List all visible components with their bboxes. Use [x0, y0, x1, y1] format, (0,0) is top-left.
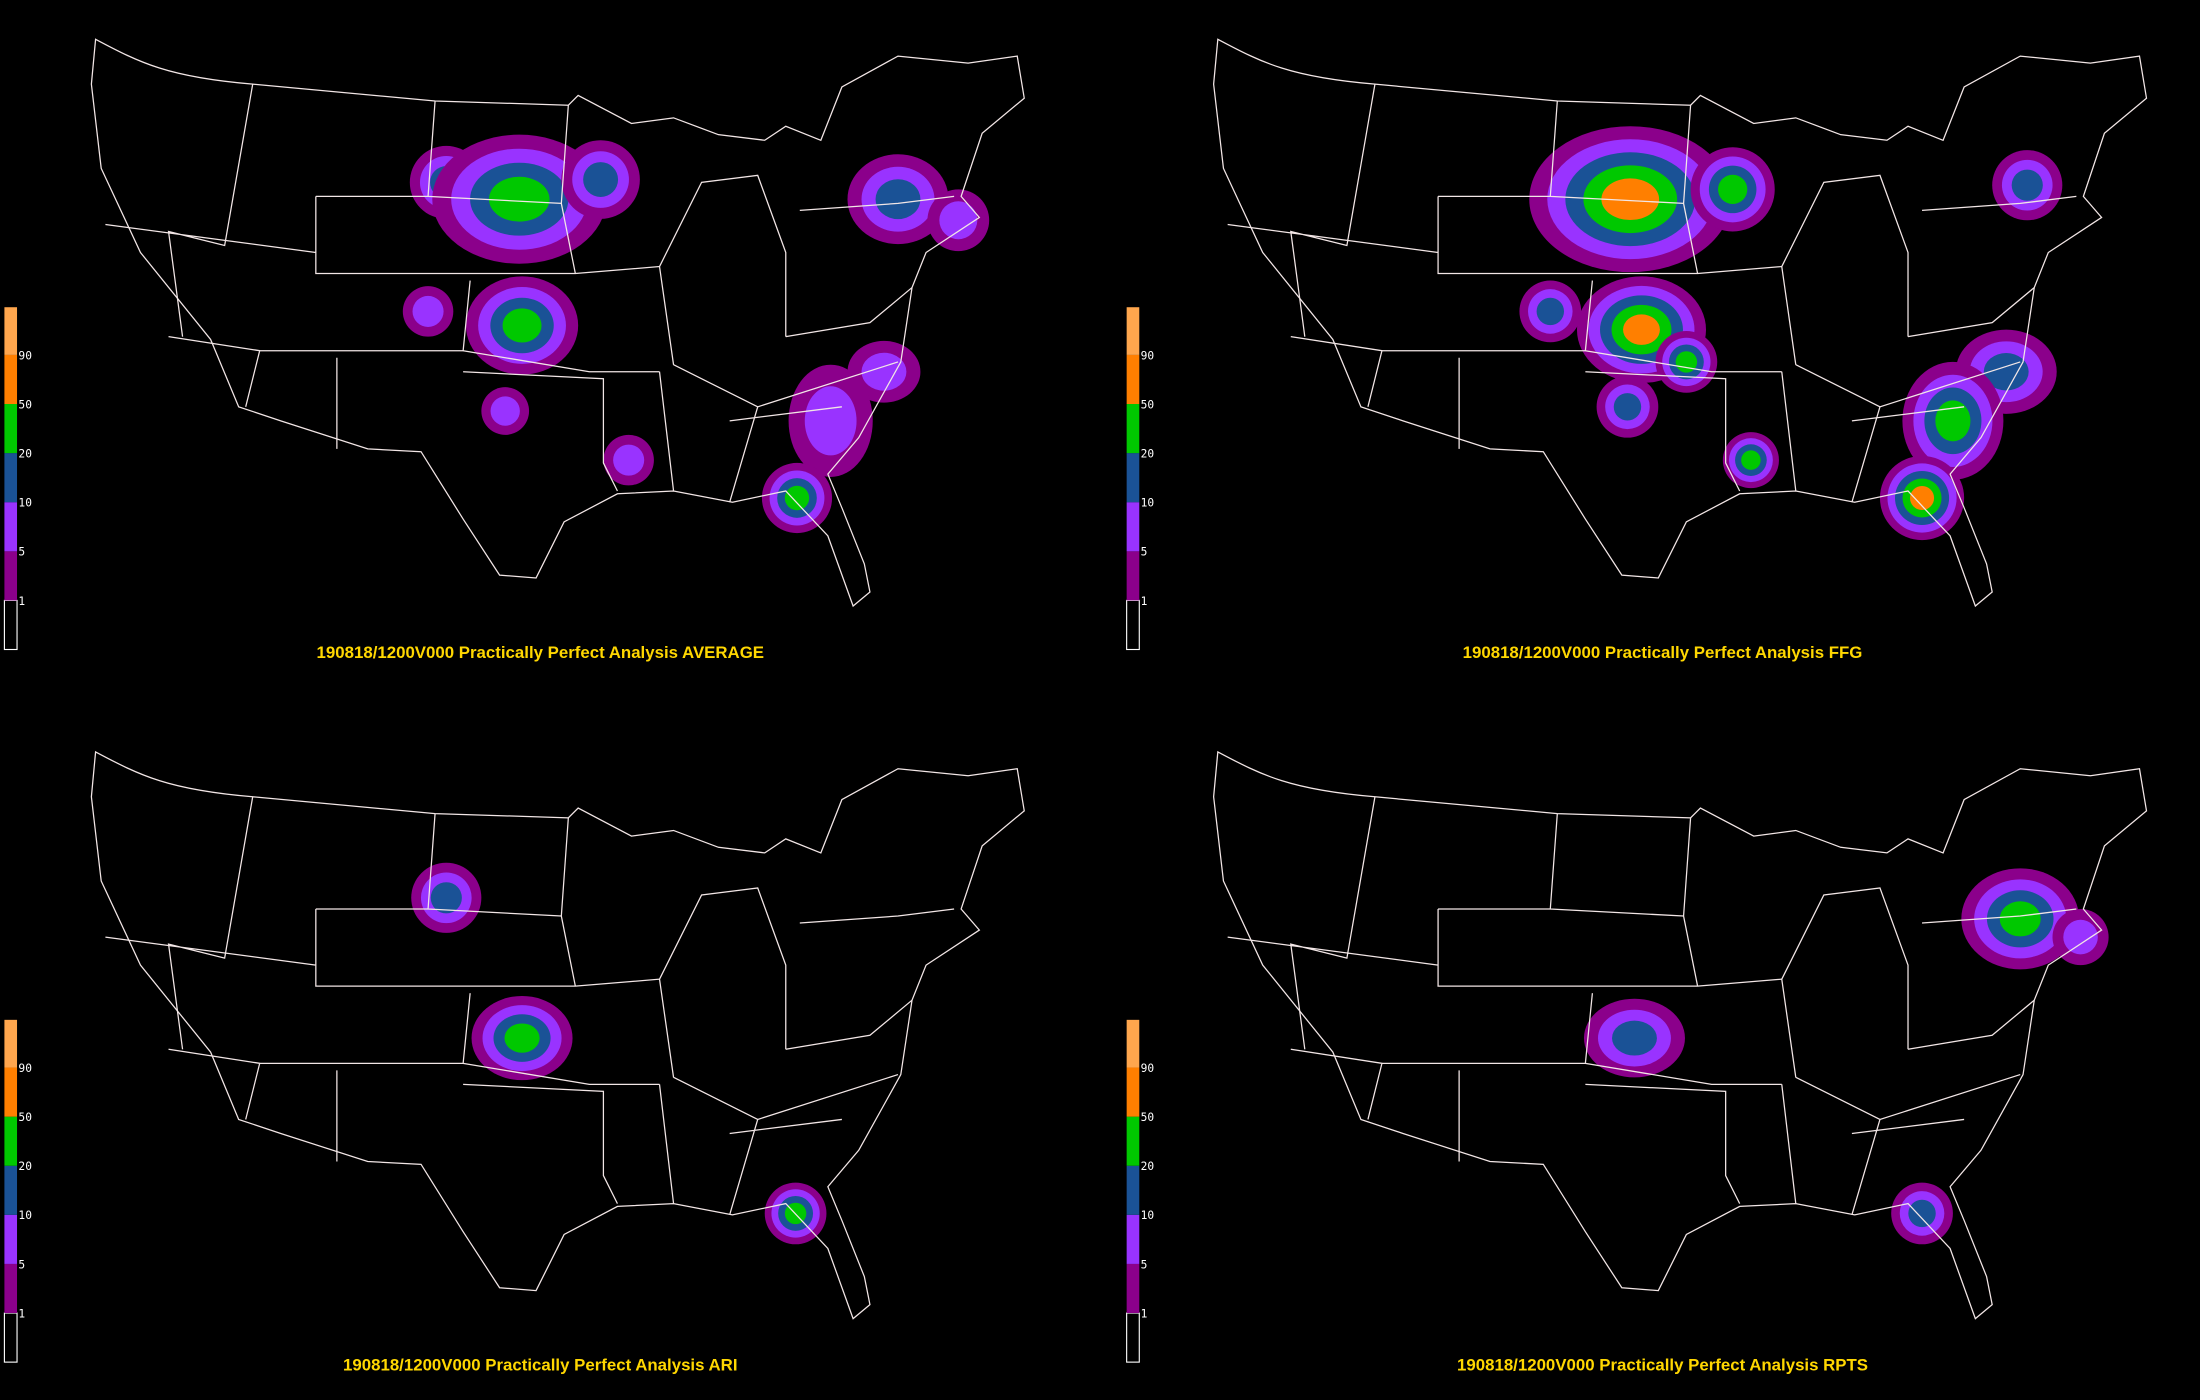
- map-panel: 1 5 10 20 50 90 190818/1200V000 Practically Pe…: [1126, 38, 2148, 662]
- contour-area: [488, 176, 550, 222]
- colorbar-label: 1: [1141, 595, 1148, 608]
- colorbar-label: 10: [18, 1209, 32, 1222]
- colorbar-segment: [3, 1312, 18, 1363]
- contour-area: [1623, 314, 1660, 345]
- map-panel: 1 5 10 20 50 90 190818/1200V000 Practically Pe…: [3, 38, 1025, 662]
- contour-area: [1613, 393, 1642, 421]
- contour-area: [2011, 169, 2043, 201]
- colorbar-label: 90: [18, 1062, 32, 1075]
- colorbar-label: 5: [18, 546, 25, 559]
- panel-title: 190818/1200V000 Practically Perfect Anal…: [317, 643, 764, 662]
- contour-area: [502, 308, 542, 343]
- colorbar-segment: [4, 1165, 18, 1215]
- colorbar-segment: [4, 1067, 18, 1117]
- colorbar-segment: [1126, 599, 1140, 651]
- colorbar-label: 10: [18, 497, 32, 510]
- colorbar-segment: [1126, 1019, 1140, 1068]
- contour-area: [939, 201, 978, 240]
- colorbar-label: 50: [1141, 398, 1155, 411]
- colorbar-segment: [4, 551, 18, 601]
- contour-area: [2063, 919, 2098, 955]
- colorbar-label: 1: [18, 595, 25, 608]
- contour-area: [1536, 297, 1565, 326]
- colorbar-label: 10: [1141, 1209, 1155, 1222]
- contour-area: [504, 1023, 540, 1053]
- colorbar-segment: [4, 354, 18, 405]
- colorbar-label: 20: [1141, 1160, 1155, 1173]
- colorbar-segment: [4, 502, 18, 552]
- contour-area: [1910, 485, 1935, 511]
- panel-title: 190818/1200V000 Practically Perfect Anal…: [1457, 1356, 1868, 1375]
- panel-title: 190818/1200V000 Practically Perfect Anal…: [343, 1356, 737, 1375]
- contour-area: [1601, 178, 1660, 221]
- contour-area: [430, 882, 462, 914]
- colorbar-label: 50: [18, 1111, 32, 1124]
- contour-area: [1741, 450, 1761, 470]
- contour-area: [613, 444, 645, 476]
- colorbar-segment: [4, 1116, 18, 1166]
- contour-area: [1935, 400, 1971, 442]
- contour-area: [1718, 174, 1748, 205]
- panel-title: 190818/1200V000 Practically Perfect Anal…: [1463, 643, 1863, 662]
- colorbar-label: 50: [18, 398, 32, 411]
- colorbar-segment: [1126, 1165, 1140, 1215]
- colorbar-segment: [1126, 1116, 1140, 1166]
- colorbar-segment: [3, 599, 18, 651]
- colorbar-segment: [4, 307, 18, 355]
- colorbar-label: 20: [1141, 448, 1155, 461]
- colorbar-segment: [4, 404, 18, 454]
- contour-area: [784, 485, 810, 511]
- contour-area: [1908, 1199, 1936, 1228]
- colorbar-segment: [1126, 502, 1140, 552]
- colorbar-segment: [1126, 354, 1140, 405]
- map-panel: 1 5 10 20 50 90 190818/1200V000 Practically Pe…: [3, 751, 1025, 1375]
- colorbar-segment: [1126, 1214, 1140, 1264]
- colorbar-label: 90: [1141, 349, 1155, 362]
- colorbar-segment: [1126, 453, 1140, 503]
- contour-area: [583, 162, 619, 198]
- colorbar-label: 1: [18, 1307, 25, 1320]
- colorbar-label: 90: [1141, 1062, 1155, 1075]
- contour-area: [1675, 351, 1698, 373]
- colorbar-segment: [1126, 404, 1140, 454]
- contour-area: [804, 386, 857, 456]
- colorbar-segment: [4, 453, 18, 503]
- colorbar-segment: [1126, 1067, 1140, 1117]
- contour-area: [412, 295, 444, 327]
- contour-area: [1612, 1020, 1657, 1056]
- colorbar-label: 20: [18, 1160, 32, 1173]
- colorbar-segment: [4, 1214, 18, 1264]
- contour-area: [1999, 901, 2041, 937]
- contour-area: [490, 396, 520, 426]
- colorbar-segment: [1126, 551, 1140, 601]
- colorbar-segment: [1126, 1263, 1140, 1314]
- colorbar-segment: [4, 1263, 18, 1314]
- map-panel: 1 5 10 20 50 90 190818/1200V000 Practically Pe…: [1126, 751, 2148, 1375]
- colorbar-segment: [1126, 1312, 1140, 1363]
- colorbar-segment: [1126, 307, 1140, 355]
- colorbar-label: 5: [1141, 1258, 1148, 1271]
- colorbar-label: 20: [18, 448, 32, 461]
- colorbar-label: 50: [1141, 1111, 1155, 1124]
- colorbar-label: 5: [18, 1258, 25, 1271]
- colorbar-label: 10: [1141, 497, 1155, 510]
- colorbar-label: 1: [1141, 1307, 1148, 1320]
- colorbar-segment: [4, 1019, 18, 1068]
- colorbar-label: 90: [18, 349, 32, 362]
- contour-area: [875, 179, 921, 220]
- colorbar-label: 5: [1141, 546, 1148, 559]
